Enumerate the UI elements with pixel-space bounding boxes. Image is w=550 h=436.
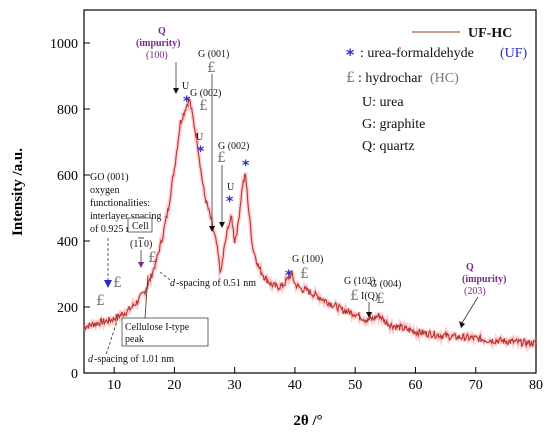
annotation-q203: Q (impurity) (203) — [459, 262, 506, 328]
x-tick-label: 80 — [529, 378, 543, 393]
y-tick-label: 600 — [57, 169, 78, 184]
x-tick-label: 20 — [167, 378, 181, 393]
star-marker: * — [197, 144, 205, 160]
y-axis: 0 200 400 600 800 1000 — [50, 37, 90, 382]
annotation-q203-label: Q — [466, 262, 474, 273]
star-marker: * — [285, 268, 293, 284]
series-band-uf-hc — [82, 95, 538, 354]
y-tick-label: 1000 — [50, 37, 78, 52]
legend-quartz: Q: quartz — [362, 139, 414, 154]
y-tick-label: 800 — [57, 103, 78, 118]
x-axis-label: 2θ /° — [293, 413, 322, 429]
annotation-g002b-arrowhead — [219, 222, 225, 228]
annotation-cellulose-box — [121, 317, 209, 347]
annotation-iq-arrowhead — [366, 312, 372, 318]
annotation-g001-arrowhead — [209, 226, 215, 232]
pound-marker: £ — [350, 288, 359, 304]
legend-pound-abbr: (HC) — [430, 71, 459, 86]
legend-star-text: : urea-formaldehyde — [360, 46, 474, 61]
annotation-q203-arrow — [461, 296, 479, 324]
pound-marker: £ — [113, 275, 122, 291]
annotation-q203-impurity: (impurity) — [462, 274, 506, 285]
x-tick-label: 40 — [288, 378, 302, 393]
x-axis: 10 20 30 40 50 60 70 80 — [107, 367, 543, 393]
annotation-go-line4: interlayer spacing — [90, 211, 161, 222]
annotation-g102: G (102) — [344, 276, 375, 287]
annotation-go-line2: oxygen — [90, 185, 119, 196]
y-tick-label: 200 — [57, 301, 78, 316]
annotation-q100-label: Q — [158, 26, 166, 37]
legend-graphite: G: graphite — [362, 117, 425, 132]
legend-pound-symbol: £ — [346, 70, 355, 86]
pound-marker: £ — [199, 98, 208, 114]
pound-marker: £ — [148, 250, 157, 266]
annotation-cell-miller-close: 0) — [144, 239, 152, 250]
annotation-g100: G (100) — [292, 254, 323, 265]
annotation-q100-impurity: (impurity) — [136, 38, 180, 49]
legend-line-label: UF-HC — [468, 26, 512, 41]
pound-marker: £ — [96, 293, 105, 309]
annotation-cell-label: Cell — [132, 221, 149, 232]
pound-marker: £ — [207, 60, 216, 76]
annotation-d101: d -spacing of 1.01 nm — [88, 317, 174, 365]
pound-marker: £ — [217, 150, 226, 166]
plot-frame — [83, 9, 537, 374]
annotation-d101-arrow — [105, 317, 119, 356]
annotation-g004: G (004) — [370, 279, 401, 290]
annotation-go-line1: GO (001) — [90, 172, 129, 183]
annotation-cellulose-line1: Cellulose I-type — [125, 322, 190, 333]
annotation-g002a: G (002) — [190, 88, 221, 99]
annotation-q203-arrowhead — [459, 321, 465, 328]
star-marker: * — [183, 94, 191, 110]
annotation-q100-index: (100) — [146, 50, 168, 61]
annotation-q100: Q (impurity) (100) — [136, 26, 180, 61]
series-line-uf-hc — [83, 97, 537, 348]
annotation-d051-rest: -spacing of 0.51 nm — [176, 278, 256, 289]
annotation-go-arrowhead — [104, 280, 112, 288]
x-tick-label: 10 — [107, 378, 121, 393]
annotation-g001: G (001) — [198, 49, 229, 60]
annotation-cell-arrowhead — [138, 262, 144, 268]
pound-marker: £ — [376, 291, 385, 307]
annotation-cell-box — [127, 217, 153, 233]
annotation-u1: U — [182, 81, 190, 92]
annotation-q203-index: (203) — [464, 286, 486, 297]
x-tick-label: 50 — [348, 378, 362, 393]
y-tick-label: 400 — [57, 235, 78, 250]
annotation-go-line5: of 0.925 nm — [90, 224, 139, 235]
y-tick-label: 0 — [71, 367, 78, 382]
x-tick-label: 70 — [469, 378, 483, 393]
annotation-cell-miller-open: (1 — [130, 239, 138, 250]
legend-star-symbol: * — [346, 45, 355, 64]
annotation-d051-d: d — [170, 278, 176, 289]
annotation-d101-rest: -spacing of 1.01 nm — [94, 354, 174, 365]
x-tick-label: 60 — [408, 378, 422, 393]
annotation-d051: d -spacing of 0.51 nm — [159, 271, 256, 289]
annotation-q100-arrowhead — [173, 88, 179, 94]
annotation-g002b: G (002) — [218, 141, 249, 152]
annotation-cellulose-arrow — [144, 274, 149, 319]
annotation-cellulose-line2: peak — [125, 334, 144, 345]
annotation-d101-d: d — [88, 354, 94, 365]
pound-marker: £ — [300, 266, 309, 282]
annotation-cell: Cell (1 1 0) — [127, 217, 153, 268]
annotation-iq: I(Q) — [361, 291, 378, 302]
legend: UF-HC * : urea-formaldehyde (UF) £ : hyd… — [346, 26, 528, 154]
annotation-d051-arrow — [159, 271, 171, 281]
star-marker: * — [226, 194, 234, 210]
legend-pound-text: : hydrochar — [358, 71, 422, 86]
star-marker: * — [242, 158, 250, 174]
annotation-u2: U — [196, 132, 204, 143]
y-axis-label: Intensity /a.u. — [10, 148, 26, 236]
annotation-cell-miller-bar: 1 — [138, 239, 143, 250]
annotation-u3: U — [227, 182, 235, 193]
x-tick-label: 30 — [228, 378, 242, 393]
annotation-cellulose: Cellulose I-type peak — [121, 274, 209, 347]
legend-star-abbr: (UF) — [500, 46, 528, 61]
legend-urea: U: urea — [362, 95, 404, 110]
annotation-go001: GO (001) oxygen functionalities: interla… — [90, 172, 161, 288]
annotation-go-line3: functionalities: — [90, 198, 150, 209]
